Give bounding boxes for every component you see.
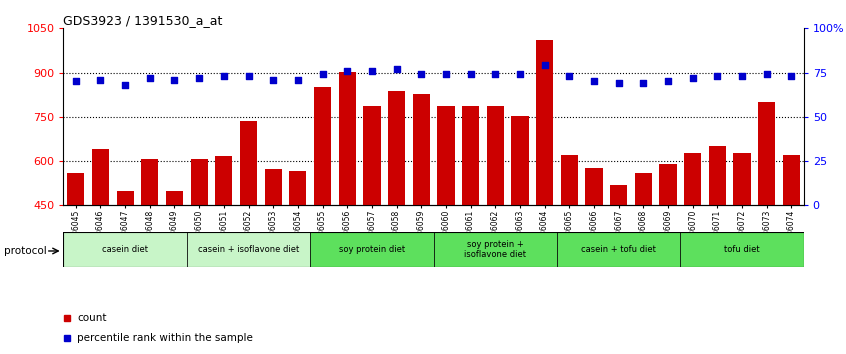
Bar	[659, 164, 677, 338]
Point	[662, 79, 675, 84]
Bar	[338, 72, 356, 338]
Bar	[733, 153, 750, 338]
Point	[612, 80, 625, 86]
Bar	[67, 173, 85, 338]
Text: count: count	[77, 313, 107, 323]
Bar	[363, 105, 381, 338]
Point	[291, 77, 305, 82]
Bar	[561, 155, 578, 338]
Point	[217, 73, 231, 79]
Point	[464, 72, 477, 77]
Point	[538, 63, 552, 68]
Bar	[511, 116, 529, 338]
Point	[242, 73, 255, 79]
Point	[143, 75, 157, 81]
Point	[587, 79, 601, 84]
Point	[316, 72, 329, 77]
Point	[784, 73, 798, 79]
Point	[365, 68, 379, 74]
Point	[514, 72, 527, 77]
Point	[340, 68, 354, 74]
Text: soy protein +
isoflavone diet: soy protein + isoflavone diet	[464, 240, 526, 259]
Bar	[141, 159, 158, 338]
Point	[94, 77, 107, 82]
Point	[118, 82, 132, 88]
Text: protocol: protocol	[4, 246, 47, 256]
Bar	[462, 105, 479, 338]
Text: GDS3923 / 1391530_a_at: GDS3923 / 1391530_a_at	[63, 14, 222, 27]
Bar	[536, 40, 553, 338]
Bar	[289, 171, 306, 338]
Point	[760, 72, 773, 77]
Bar	[166, 191, 183, 338]
Point	[168, 77, 181, 82]
Bar	[265, 169, 282, 338]
Bar	[63, 232, 187, 267]
Point	[266, 77, 280, 82]
Point	[192, 75, 206, 81]
Point	[686, 75, 700, 81]
Bar	[187, 232, 310, 267]
Point	[735, 73, 749, 79]
Point	[415, 72, 428, 77]
Text: casein diet: casein diet	[102, 245, 148, 254]
Text: casein + isoflavone diet: casein + isoflavone diet	[198, 245, 299, 254]
Text: casein + tofu diet: casein + tofu diet	[581, 245, 656, 254]
Bar	[310, 232, 433, 267]
Text: tofu diet: tofu diet	[724, 245, 760, 254]
Bar	[388, 91, 405, 338]
Text: percentile rank within the sample: percentile rank within the sample	[77, 333, 253, 343]
Point	[69, 79, 83, 84]
Bar	[92, 149, 109, 338]
Bar	[585, 167, 602, 338]
Bar	[486, 105, 504, 338]
Bar	[680, 232, 804, 267]
Point	[439, 72, 453, 77]
Bar	[684, 153, 701, 338]
Bar	[215, 156, 233, 338]
Bar	[634, 173, 652, 338]
Bar	[314, 87, 331, 338]
Bar	[783, 155, 800, 338]
Bar	[437, 105, 454, 338]
Bar	[240, 121, 257, 338]
Bar	[433, 232, 557, 267]
Point	[563, 73, 576, 79]
Bar	[610, 185, 627, 338]
Bar	[413, 94, 430, 338]
Bar	[557, 232, 680, 267]
Bar	[117, 190, 134, 338]
Bar	[190, 159, 208, 338]
Point	[488, 72, 502, 77]
Bar	[758, 102, 775, 338]
Point	[711, 73, 724, 79]
Bar	[709, 146, 726, 338]
Text: soy protein diet: soy protein diet	[339, 245, 405, 254]
Point	[636, 80, 650, 86]
Point	[390, 66, 404, 72]
